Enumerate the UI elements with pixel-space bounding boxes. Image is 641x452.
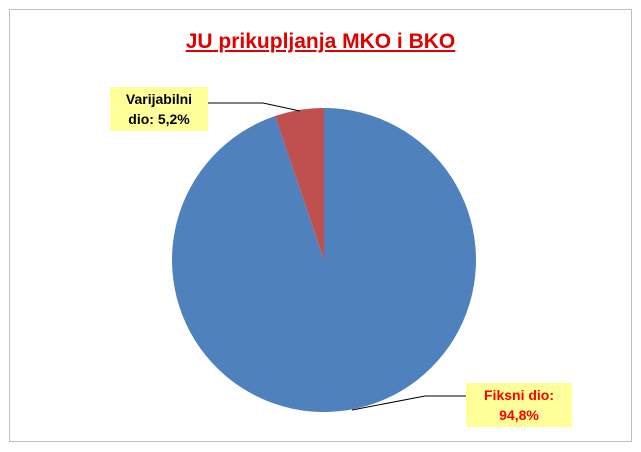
category-label: Fiksni dio: xyxy=(484,387,554,403)
chart-title: JU prikupljanja MKO i BKO xyxy=(185,30,456,53)
leader-line xyxy=(206,102,301,112)
value-label: 5,2% xyxy=(157,111,190,127)
value-label: 94,8% xyxy=(499,407,539,423)
pie xyxy=(172,108,477,413)
leader-line xyxy=(351,395,466,411)
pie-slice xyxy=(172,108,477,413)
data-label: Fiksni dio: 94,8% xyxy=(466,383,572,427)
category-label: Varijabilni dio: xyxy=(125,91,193,127)
data-label: Varijabilni dio: 5,2% xyxy=(110,87,208,131)
pie-slice xyxy=(275,108,324,260)
